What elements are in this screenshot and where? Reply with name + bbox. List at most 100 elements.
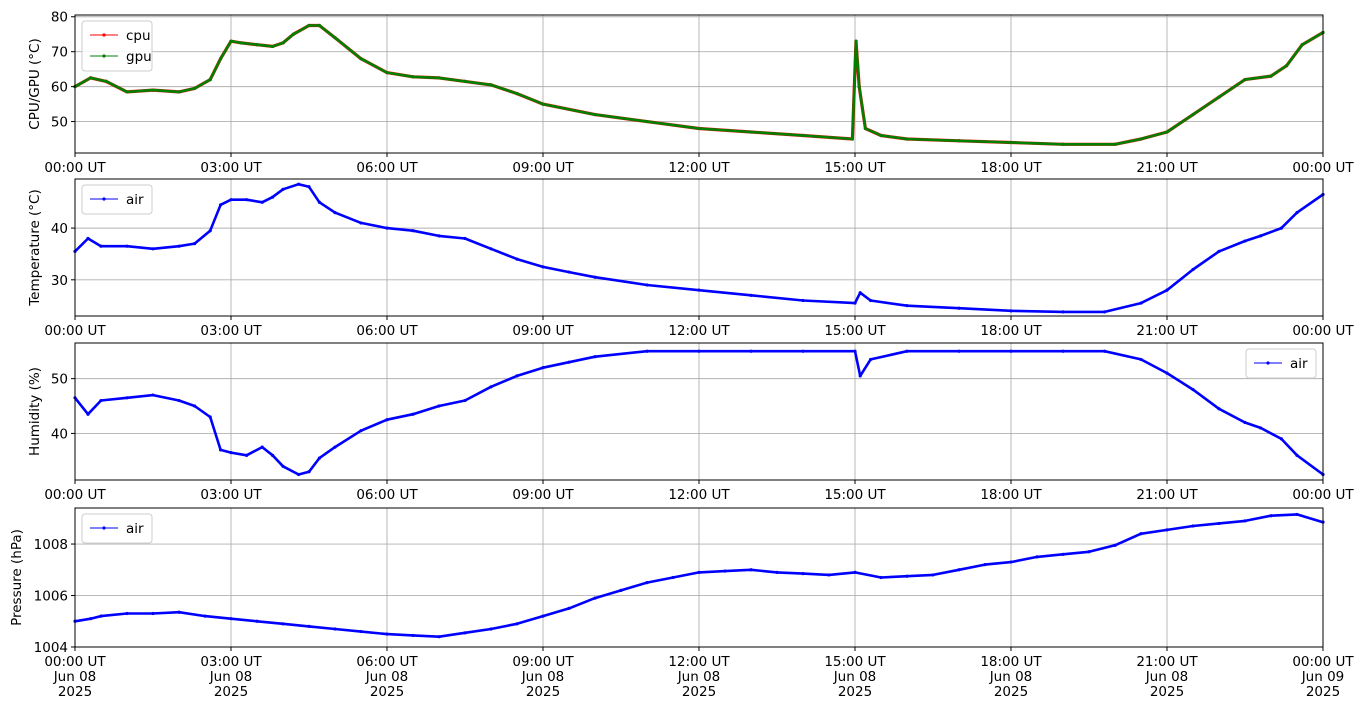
series-group	[73, 349, 1325, 477]
y-tick-label: 1004	[34, 640, 68, 656]
data-point	[307, 185, 311, 189]
x-tick-label: 21:00 UT	[1136, 654, 1198, 670]
x-tick-year: 2025	[526, 684, 560, 700]
data-point	[229, 617, 233, 621]
legend-label-cpu: cpu	[126, 28, 151, 44]
data-point	[957, 568, 961, 572]
data-point	[104, 79, 108, 83]
data-point	[1279, 437, 1283, 441]
data-point	[203, 614, 207, 618]
data-point	[567, 606, 571, 610]
data-point	[593, 596, 597, 600]
data-point	[271, 195, 275, 199]
data-point	[463, 631, 467, 635]
legend-marker	[102, 526, 106, 530]
data-point	[1139, 301, 1143, 305]
x-tick-year: 2025	[214, 684, 248, 700]
data-point	[333, 211, 337, 215]
data-point	[857, 85, 861, 89]
series-markers-air	[73, 512, 1325, 639]
data-point	[515, 257, 519, 261]
data-point	[1139, 137, 1143, 141]
y-axis-label: Pressure (hPa)	[9, 529, 25, 626]
data-point	[1279, 226, 1283, 230]
y-axis-label: Humidity (%)	[27, 367, 43, 456]
data-point	[854, 39, 858, 43]
x-tick-label: 12:00 UT	[668, 654, 730, 670]
data-point	[177, 610, 181, 614]
data-point	[853, 301, 857, 305]
data-point	[957, 306, 961, 310]
data-point	[229, 198, 233, 202]
series-group	[73, 512, 1325, 639]
data-point	[125, 90, 129, 94]
data-point	[749, 293, 753, 297]
x-tick-date: Jun 08	[521, 669, 565, 685]
data-point	[697, 126, 701, 131]
x-tick-label: 18:00 UT	[980, 487, 1042, 503]
data-point	[1035, 555, 1039, 559]
data-point	[827, 573, 831, 577]
y-tick-label: 40	[51, 221, 68, 237]
data-point	[307, 624, 311, 629]
legend-box	[1245, 348, 1317, 379]
data-point	[437, 76, 441, 80]
x-tick-year: 2025	[682, 684, 716, 700]
data-point	[1191, 387, 1195, 392]
data-point	[749, 130, 753, 134]
data-point	[858, 291, 862, 295]
data-point	[208, 415, 212, 419]
data-point	[239, 41, 243, 45]
data-point	[869, 357, 873, 362]
data-point	[359, 429, 363, 433]
y-tick-label: 40	[51, 426, 68, 442]
data-point	[853, 349, 857, 353]
x-tick-year: 2025	[58, 684, 92, 700]
x-tick-year: 2025	[370, 684, 404, 700]
data-point	[541, 366, 545, 370]
data-point	[193, 86, 197, 90]
data-point	[260, 445, 264, 449]
x-tick-label: 12:00 UT	[668, 323, 730, 339]
data-point	[1243, 78, 1247, 82]
data-point	[801, 298, 805, 303]
data-point	[333, 627, 337, 631]
data-point	[775, 570, 779, 574]
x-tick-label: 12:00 UT	[668, 487, 730, 503]
data-point	[1103, 310, 1107, 314]
legend-marker	[102, 197, 106, 201]
data-point	[359, 57, 363, 61]
data-point	[645, 581, 649, 585]
x-tick-label: 03:00 UT	[200, 323, 262, 339]
data-point	[541, 265, 545, 269]
data-point	[1165, 528, 1169, 532]
x-tick-label: 18:00 UT	[980, 160, 1042, 176]
data-point	[411, 75, 415, 79]
data-point	[177, 90, 181, 94]
data-point	[1113, 543, 1117, 547]
x-tick-date: Jun 08	[677, 669, 721, 685]
x-tick-label: 15:00 UT	[824, 654, 886, 670]
x-tick-date: Jun 08	[53, 669, 97, 685]
data-point	[177, 398, 181, 403]
data-point	[1295, 512, 1299, 517]
data-point	[219, 203, 223, 207]
x-tick-label: 18:00 UT	[980, 323, 1042, 339]
x-axis: 00:00 UT 03:00 UT 06:00 UT 09:00 UT 12:00 UT…	[44, 153, 1354, 176]
data-point	[1061, 310, 1065, 314]
data-point	[437, 404, 441, 408]
x-tick-label: 06:00 UT	[356, 323, 418, 339]
data-point	[1243, 519, 1247, 523]
data-point	[385, 632, 389, 636]
data-point	[879, 575, 883, 580]
data-point	[359, 221, 363, 225]
data-point	[297, 472, 301, 477]
x-tick-label: 21:00 UT	[1136, 323, 1198, 339]
data-point	[1300, 43, 1304, 47]
data-point	[208, 78, 212, 82]
data-point	[645, 349, 649, 353]
data-point	[1009, 349, 1013, 353]
